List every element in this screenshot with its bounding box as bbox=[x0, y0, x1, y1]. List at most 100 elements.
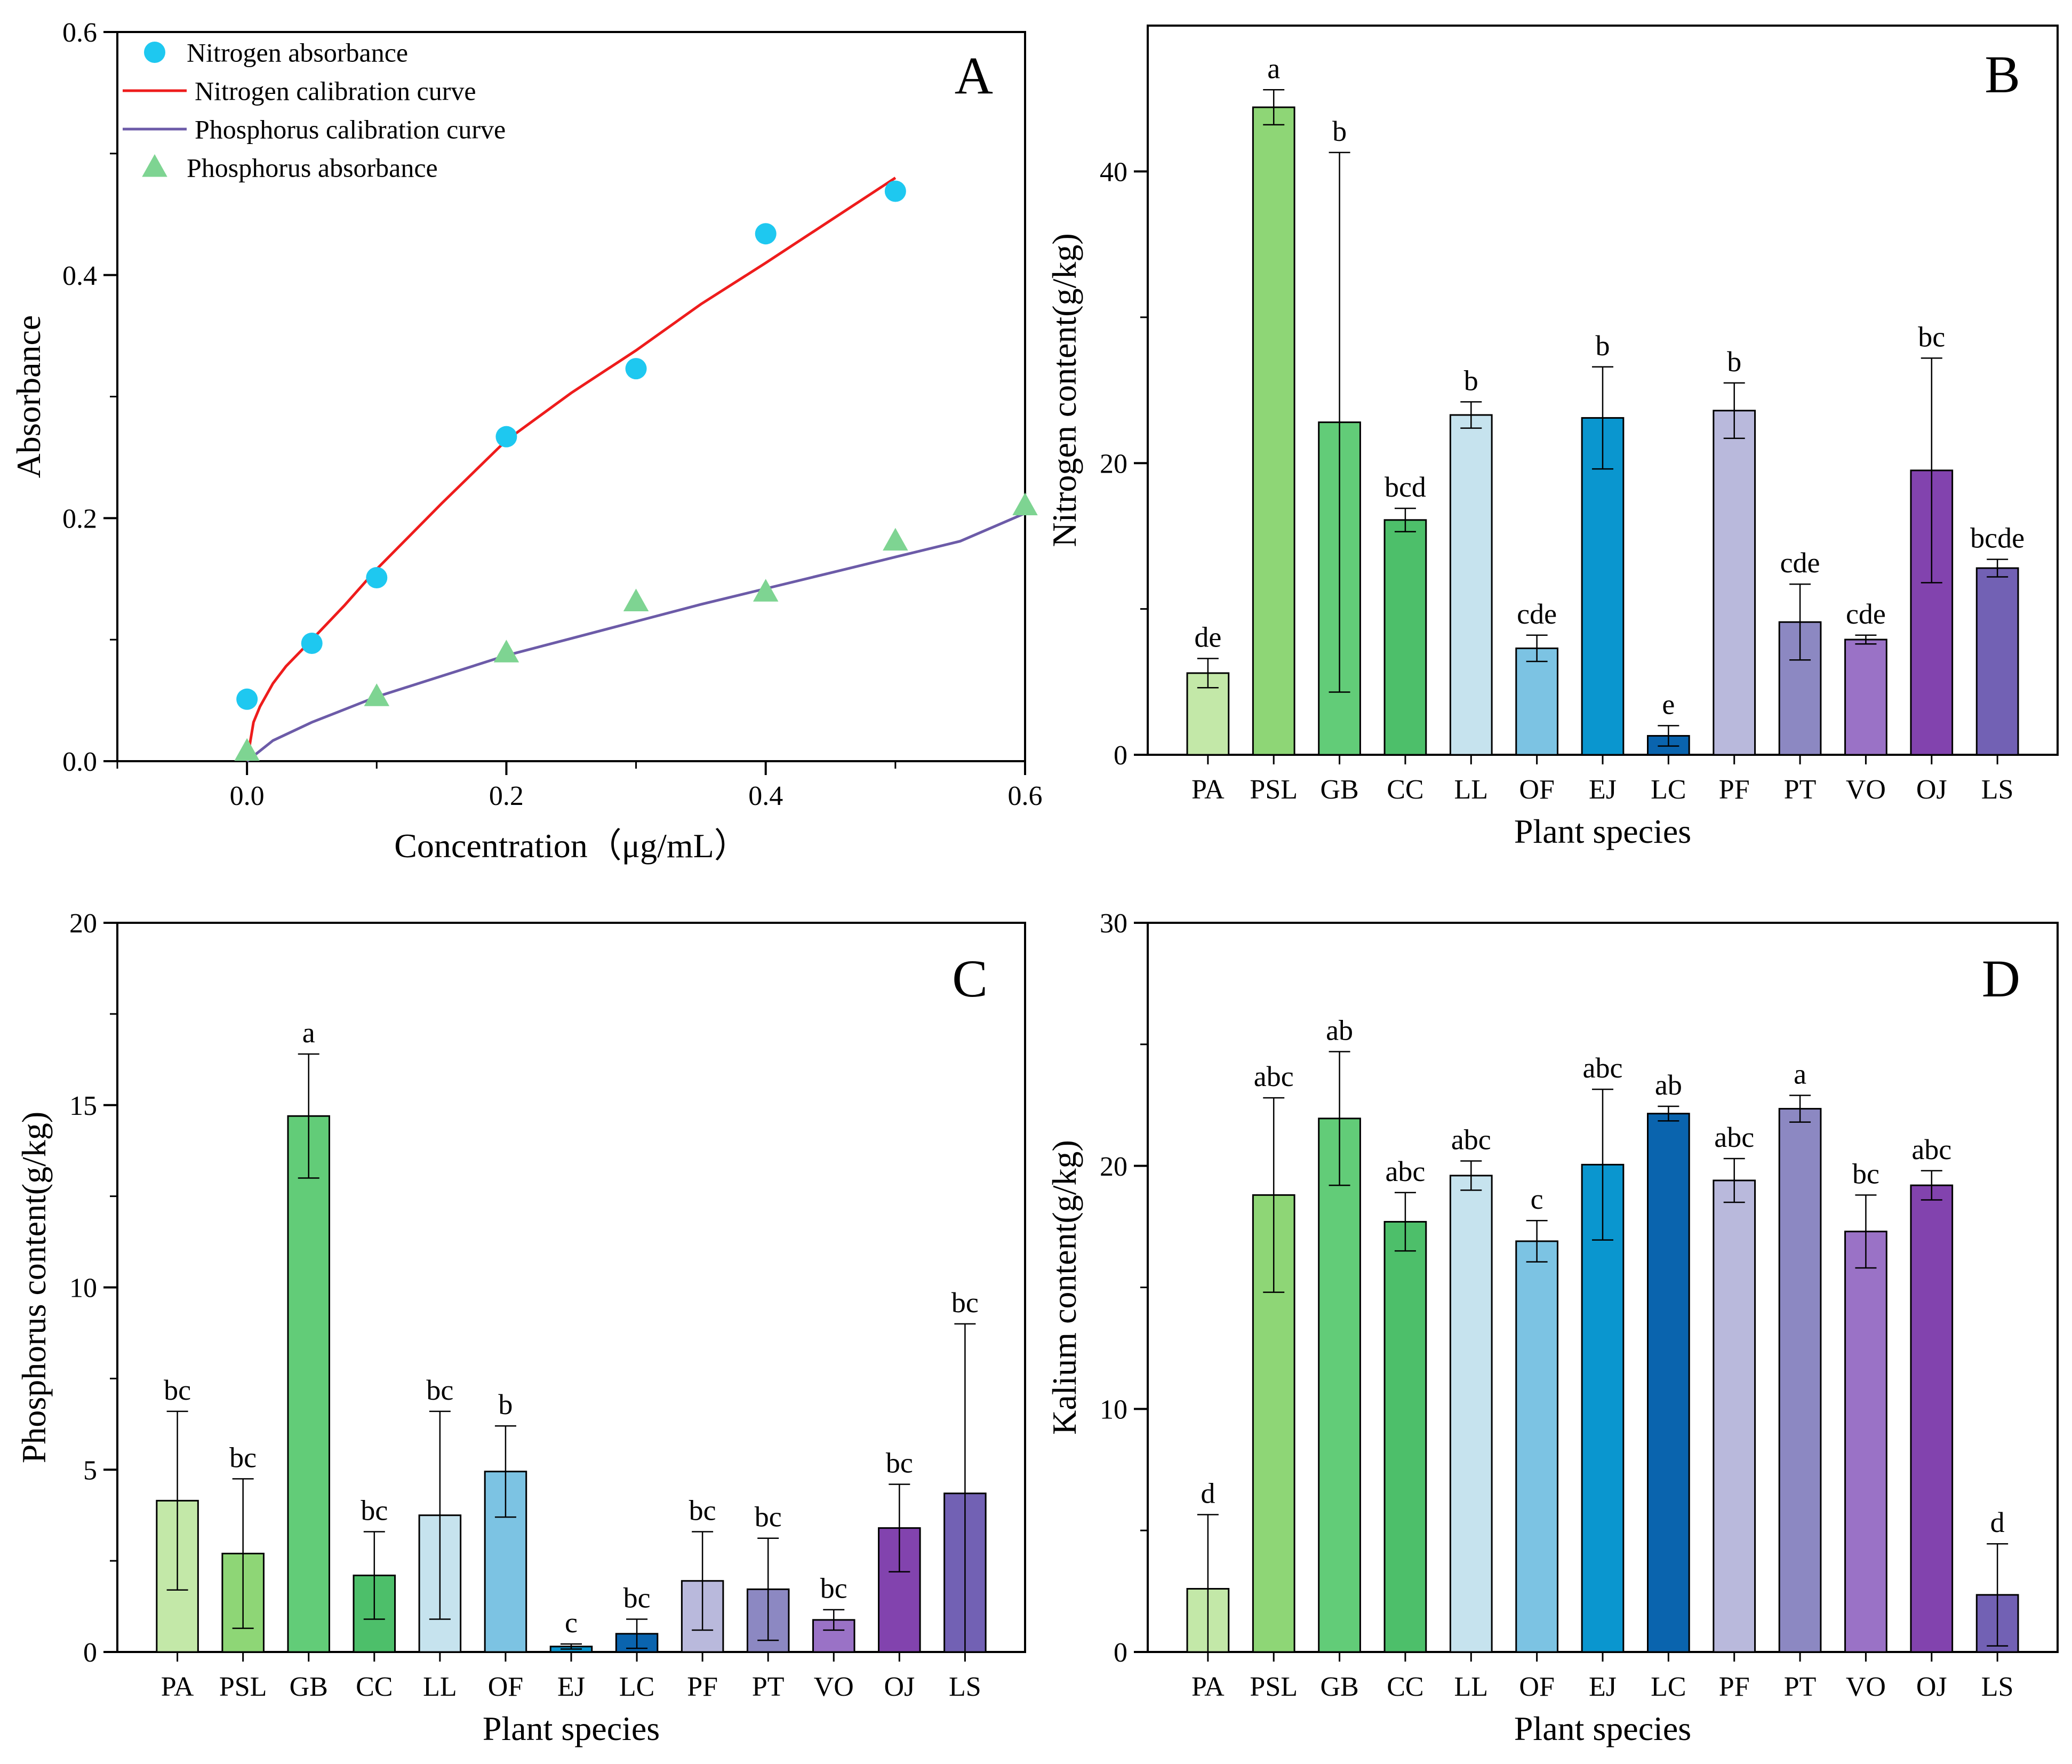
bar-PF bbox=[1713, 410, 1756, 756]
significance-letter-PT: bc bbox=[755, 1501, 782, 1533]
bar-GB bbox=[1318, 1118, 1361, 1653]
bar-CC bbox=[1383, 519, 1427, 756]
x-tick-label: CC bbox=[1387, 775, 1423, 805]
nitrogen-point bbox=[755, 223, 777, 245]
panel-label: C bbox=[952, 949, 988, 1008]
x-tick-label: LL bbox=[423, 1672, 457, 1702]
bar-EJ bbox=[1581, 417, 1625, 756]
x-axis-title: Plant species bbox=[483, 1710, 660, 1747]
legend-label: Nitrogen absorbance bbox=[187, 38, 408, 68]
phosphorus-point bbox=[623, 588, 649, 612]
phosphorus-point bbox=[883, 528, 908, 551]
significance-letter-OF: b bbox=[498, 1388, 513, 1420]
x-tick-label: LS bbox=[1981, 775, 2014, 805]
phosphorus-point bbox=[364, 683, 390, 706]
x-tick-label: PSL bbox=[219, 1672, 267, 1702]
x-tick-label: LL bbox=[1454, 1672, 1489, 1702]
significance-letter-LL: bc bbox=[426, 1374, 453, 1406]
x-tick-label: OJ bbox=[1916, 1672, 1947, 1702]
significance-letter-LC: e bbox=[1662, 688, 1675, 720]
significance-letter-OF: cde bbox=[1517, 598, 1557, 630]
x-tick-label: OJ bbox=[884, 1672, 915, 1702]
significance-letter-EJ: c bbox=[565, 1607, 578, 1639]
significance-letter-EJ: abc bbox=[1583, 1052, 1623, 1084]
chart-panel-A: 0.0 0.2 0.4 0.6 0.0 0.2 0.4 0.6 Nitrogen absorba… bbox=[10, 18, 1043, 865]
x-tick-label: LS bbox=[949, 1672, 981, 1702]
significance-letter-LS: bc bbox=[951, 1287, 979, 1319]
significance-letter-GB: ab bbox=[1326, 1015, 1353, 1047]
y-axis-title: Phosphorus content(g/kg) bbox=[15, 1112, 53, 1464]
x-tick-label: OF bbox=[488, 1672, 523, 1702]
phosphorus-point bbox=[753, 579, 779, 602]
bar-VO bbox=[1844, 1231, 1887, 1653]
legend-label: Phosphorus calibration curve bbox=[195, 115, 506, 145]
y-tick-label: 20 bbox=[69, 908, 97, 939]
significance-letter-PF: bc bbox=[689, 1494, 716, 1526]
y-tick-label: 20 bbox=[1100, 449, 1127, 479]
bar-VO bbox=[1844, 638, 1887, 756]
y-tick-label: 0.6 bbox=[62, 18, 97, 48]
x-tick-label: PA bbox=[1191, 1672, 1225, 1702]
significance-letter-LC: ab bbox=[1655, 1069, 1682, 1101]
significance-letter-OJ: bc bbox=[1918, 321, 1945, 353]
x-tick-label: PSL bbox=[1250, 775, 1298, 805]
significance-letter-LL: abc bbox=[1451, 1124, 1491, 1156]
x-tick-label: EJ bbox=[1589, 775, 1617, 805]
panel-label: D bbox=[1982, 949, 2020, 1008]
x-tick-label: PF bbox=[1719, 1672, 1750, 1702]
significance-letter-LC: bc bbox=[623, 1582, 651, 1614]
x-tick-label: VO bbox=[1846, 775, 1886, 805]
x-axis-title: Plant species bbox=[1514, 812, 1691, 850]
x-tick-label: GB bbox=[1320, 775, 1358, 805]
x-tick-label: OF bbox=[1519, 775, 1554, 805]
legend-circle-swatch bbox=[144, 42, 165, 63]
significance-letter-OF: c bbox=[1531, 1183, 1543, 1215]
x-tick-label: PF bbox=[687, 1672, 718, 1702]
bar-OF bbox=[1515, 647, 1559, 756]
y-tick-label: 40 bbox=[1100, 157, 1127, 188]
significance-letter-PSL: bc bbox=[229, 1441, 257, 1473]
chart-panel-D: 0102030dPAabcPSLabGBabcCCabcLLcOFabcEJab… bbox=[1045, 908, 2059, 1747]
y-tick-label: 10 bbox=[1100, 1395, 1127, 1425]
x-tick-label: LS bbox=[1981, 1672, 2014, 1702]
significance-letter-CC: bc bbox=[361, 1494, 388, 1526]
x-tick-label: OJ bbox=[1916, 775, 1947, 805]
y-tick-label: 0.2 bbox=[62, 504, 97, 534]
bar-OF bbox=[1515, 1240, 1559, 1653]
significance-letter-PSL: a bbox=[1267, 52, 1280, 84]
x-tick-label: PT bbox=[1784, 775, 1817, 805]
nitrogen-point bbox=[884, 180, 906, 202]
phosphorus-point bbox=[234, 738, 260, 761]
bar-PT bbox=[1778, 1108, 1822, 1653]
y-tick-label: 0.0 bbox=[62, 747, 97, 777]
x-tick-label: OF bbox=[1519, 1672, 1554, 1702]
legend-triangle-swatch bbox=[142, 154, 167, 177]
x-tick-label: LL bbox=[1454, 775, 1489, 805]
bar-CC bbox=[1383, 1220, 1427, 1653]
x-tick-label: 0.4 bbox=[748, 781, 783, 811]
x-tick-label: 0.6 bbox=[1008, 781, 1043, 811]
bar-PF bbox=[1713, 1179, 1756, 1653]
significance-letter-LS: d bbox=[1990, 1506, 2005, 1538]
x-axis-title: Concentration（μg/mL） bbox=[394, 827, 748, 865]
y-tick-label: 0.4 bbox=[62, 261, 97, 291]
x-tick-label: VO bbox=[814, 1672, 854, 1702]
y-tick-label: 0 bbox=[1114, 740, 1127, 771]
chart-panel-B: 0 20 40 de PA a PSL b GB bcd CC b LL cde OF b EJ e LC b PF cd… bbox=[1045, 25, 2059, 850]
significance-letter-VO: bc bbox=[820, 1573, 847, 1605]
significance-letter-CC: bcd bbox=[1385, 471, 1426, 503]
chart-panel-C: 0 5 10 15 20 bc PA bc PSL a GB bc CC bc LL b OF c EJ bc LC bc… bbox=[15, 908, 1026, 1747]
x-tick-label: PF bbox=[1719, 775, 1750, 805]
significance-letter-GB: a bbox=[302, 1017, 315, 1049]
y-axis-title: Absorbance bbox=[10, 315, 47, 478]
nitrogen-point bbox=[625, 358, 647, 380]
panel-label: A bbox=[955, 46, 993, 105]
significance-letter-LL: b bbox=[1464, 364, 1478, 396]
significance-letter-GB: b bbox=[1332, 115, 1347, 147]
x-tick-label: 0.2 bbox=[489, 781, 524, 811]
phosphorus-point bbox=[1012, 492, 1038, 516]
significance-letter-VO: bc bbox=[1852, 1158, 1879, 1190]
y-tick-label: 5 bbox=[83, 1455, 97, 1486]
significance-letter-EJ: b bbox=[1596, 330, 1610, 362]
significance-letter-OJ: abc bbox=[1911, 1134, 1951, 1166]
